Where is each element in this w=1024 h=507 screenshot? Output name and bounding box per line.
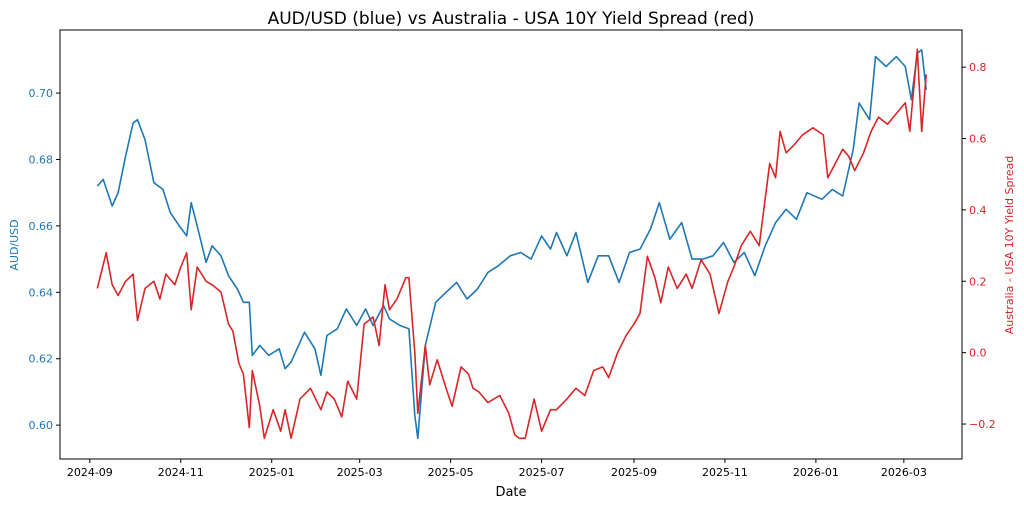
yield-spread-line: [96, 48, 927, 440]
x-tick-label: 2025-11: [702, 466, 748, 479]
left-tick-label: 0.66: [29, 220, 54, 233]
x-tick-label: 2025-07: [519, 466, 565, 479]
right-tick-label: 0.0: [969, 347, 987, 360]
x-axis-label: Date: [495, 485, 526, 500]
right-tick-label: 0.6: [969, 132, 987, 145]
chart-title: AUD/USD (blue) vs Australia - USA 10Y Yi…: [268, 9, 755, 29]
right-tick-label: 0.8: [969, 61, 987, 74]
x-tick-label: 2025-01: [249, 466, 295, 479]
x-tick-label: 2024-09: [67, 466, 113, 479]
right-tick-label: 0.4: [969, 204, 987, 217]
aud-usd-line: [96, 49, 927, 440]
x-tick-label: 2025-09: [611, 466, 657, 479]
x-tick-label: 2025-05: [428, 466, 474, 479]
left-tick-label: 0.64: [29, 286, 54, 299]
right-axis-label: Australia - USA 10Y Yield Spread: [1003, 156, 1016, 335]
right-tick-label: 0.2: [969, 275, 987, 288]
left-tick-label: 0.62: [29, 353, 54, 366]
left-tick-label: 0.70: [29, 87, 54, 100]
left-tick-label: 0.68: [29, 153, 54, 166]
right-tick-label: −0.2: [969, 418, 996, 431]
left-axis-label: AUD/USD: [8, 219, 21, 270]
x-tick-label: 2024-11: [158, 466, 204, 479]
left-tick-label: 0.60: [29, 419, 54, 432]
x-tick-label: 2026-03: [881, 466, 927, 479]
x-tick-label: 2026-01: [793, 466, 839, 479]
x-tick-label: 2025-03: [337, 466, 383, 479]
plot-area: [59, 29, 963, 460]
